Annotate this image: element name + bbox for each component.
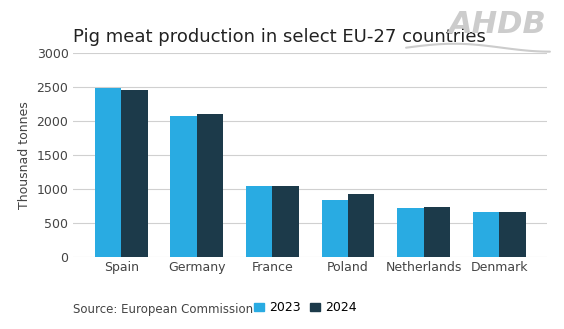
Bar: [246, 186, 272, 257]
Bar: [348, 194, 374, 257]
Bar: [424, 207, 450, 257]
Bar: [473, 213, 499, 257]
Bar: [197, 114, 223, 257]
Legend: 2023, 2024: 2023, 2024: [249, 296, 362, 319]
Bar: [499, 212, 526, 257]
Text: Source: European Commission: Source: European Commission: [73, 303, 253, 316]
Bar: [95, 88, 121, 257]
Text: AHDB: AHDB: [450, 10, 547, 39]
Bar: [321, 199, 348, 257]
Text: Pig meat production in select EU-27 countries: Pig meat production in select EU-27 coun…: [73, 28, 486, 45]
Bar: [121, 90, 148, 257]
Bar: [170, 116, 197, 257]
Y-axis label: Thousnad tonnes: Thousnad tonnes: [18, 101, 31, 209]
Bar: [397, 208, 424, 257]
Bar: [272, 186, 299, 257]
